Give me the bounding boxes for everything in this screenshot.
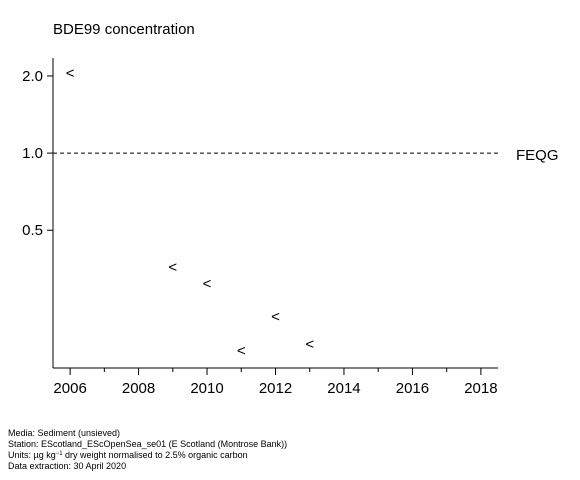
footer-media: Media: Sediment (unsieved) bbox=[8, 428, 121, 438]
reference-line-group: FEQG bbox=[53, 147, 559, 164]
x-tick-label: 2018 bbox=[464, 380, 497, 397]
y-tick-label: 2.0 bbox=[22, 68, 43, 85]
y-tick-label: 0.5 bbox=[22, 222, 43, 239]
footer-units-suffix: dry weight normalised to 2.5% organic ca… bbox=[62, 450, 248, 460]
y-tick-label: 1.0 bbox=[22, 145, 43, 162]
data-point: < bbox=[237, 342, 246, 359]
chart-title: BDE99 concentration bbox=[53, 21, 195, 38]
x-tick-label: 2016 bbox=[396, 380, 429, 397]
data-point: < bbox=[168, 259, 177, 276]
x-tick-label: 2010 bbox=[190, 380, 223, 397]
footer-units-exponent: −1 bbox=[55, 451, 63, 457]
footer-extraction: Data extraction: 30 April 2020 bbox=[8, 461, 127, 471]
chart-footer: Media: Sediment (unsieved) Station: ESco… bbox=[8, 428, 287, 472]
data-point: < bbox=[66, 65, 75, 82]
x-tick-label: 2008 bbox=[122, 380, 155, 397]
x-tick-label: 2006 bbox=[53, 380, 86, 397]
data-point: < bbox=[305, 336, 314, 353]
chart: BDE99 concentration 0.5 1.0 2.0 2006 2008 201… bbox=[22, 21, 559, 397]
data-point: < bbox=[203, 275, 212, 292]
axes: 0.5 1.0 2.0 2006 2008 2010 2012 2014 2016 2018 bbox=[22, 58, 498, 397]
footer-units: Units: µg kg−1 dry weight normalised to … bbox=[8, 450, 287, 461]
data-points: < < < < < < bbox=[66, 65, 315, 359]
footer-station: Station: EScotland_EScOpenSea_se01 (E Sc… bbox=[8, 439, 288, 449]
x-tick-label: 2014 bbox=[327, 380, 360, 397]
x-tick-label: 2012 bbox=[259, 380, 292, 397]
data-point: < bbox=[271, 309, 280, 326]
footer-units-prefix: Units: µg kg bbox=[8, 450, 56, 460]
feqg-label: FEQG bbox=[516, 147, 559, 164]
